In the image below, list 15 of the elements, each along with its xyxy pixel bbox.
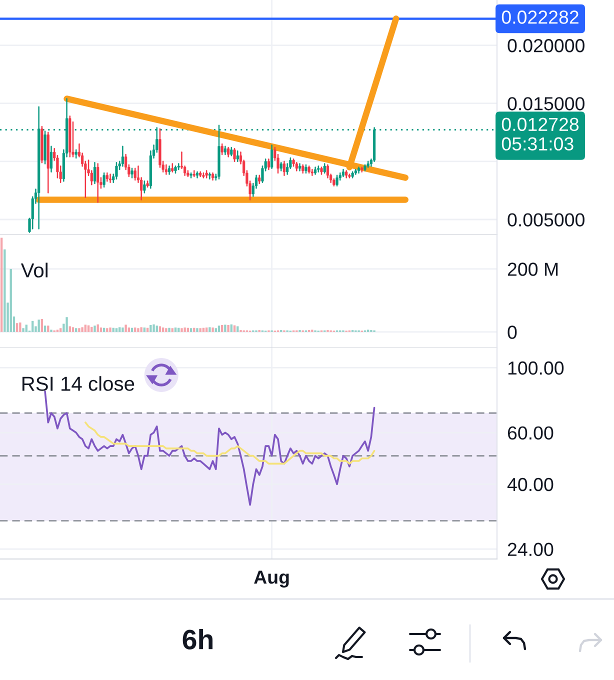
y-tick-label: 60.00 [508, 426, 554, 440]
text: 6h [182, 629, 212, 650]
y-tick-label: 0.005000 [508, 213, 584, 226]
y-tick-label: 200 M [508, 262, 558, 276]
ref-line-label: 0.012728 05:31:03 [502, 118, 579, 151]
text: RSI 14 close [22, 376, 134, 391]
text: Vol [20, 262, 48, 278]
y-tick-label: 40.00 [507, 478, 554, 492]
ref-line-label: 0.022282 [502, 10, 578, 24]
y-tick-label: 24.00 [508, 542, 554, 556]
y-tick-label: 100.00 [508, 361, 564, 375]
y-tick-label: 0 [508, 326, 517, 339]
y-tick-label: 0.015000 [508, 97, 584, 110]
x-tick-label: Aug [254, 570, 289, 588]
y-tick-label: 0.020000 [508, 38, 584, 52]
